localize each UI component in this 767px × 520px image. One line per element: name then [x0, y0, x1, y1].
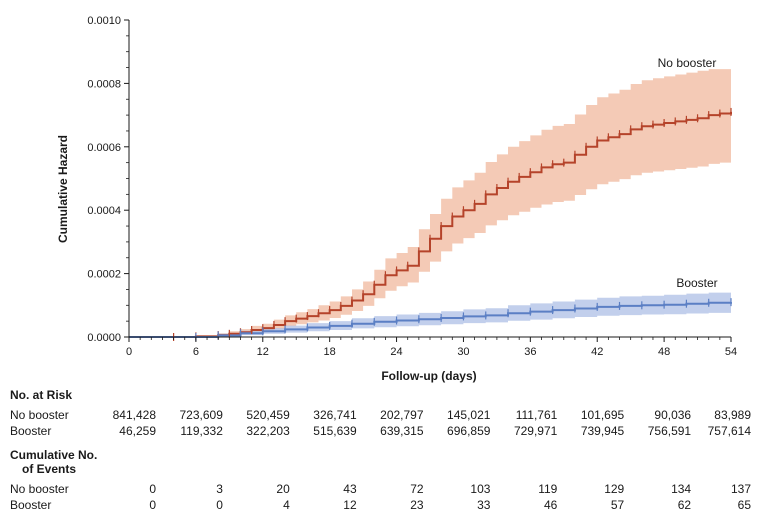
table-cell: 33	[477, 498, 491, 512]
table-cell: 111,761	[515, 408, 558, 422]
table-cell: 137	[730, 482, 751, 496]
table-cell: 83,989	[714, 408, 751, 422]
table-cell: 134	[671, 482, 692, 496]
table-cell: 43	[343, 482, 357, 496]
table-cell: 20	[276, 482, 290, 496]
x-tick-label: 30	[457, 346, 469, 358]
table-cell: 65	[737, 498, 751, 512]
table-cell: 4	[283, 498, 290, 512]
table-cell: 103	[470, 482, 491, 496]
x-tick-label: 42	[591, 346, 603, 358]
series-label-no-booster: No booster	[658, 56, 717, 70]
table-cell: 3	[216, 482, 223, 496]
chart-axes: 0 6 12 18 24 30 36 42 48 54 0.0000 0.0002 0.0004 0.00…	[87, 15, 737, 358]
events-row-label-no-booster: No booster	[10, 482, 69, 496]
series-label-booster: Booster	[676, 276, 717, 290]
x-tick-label: 24	[390, 346, 402, 358]
cumulative-hazard-chart: 0 6 12 18 24 30 36 42 48 54 0.0000 0.0002 0.0004 0.00…	[56, 15, 737, 383]
confidence-bands	[129, 69, 731, 337]
ci-band-no-booster	[129, 69, 731, 337]
events-table-title-line1: Cumulative No.	[10, 448, 98, 462]
events-table-title-line2: of Events	[22, 462, 77, 476]
x-tick-label: 48	[658, 346, 670, 358]
y-tick-label: 0.0010	[87, 15, 121, 27]
events-row-label-booster: Booster	[10, 498, 52, 512]
y-tick-label: 0.0008	[87, 78, 121, 90]
table-cell: 723,609	[179, 408, 223, 422]
table-cell: 119,332	[180, 424, 223, 438]
x-tick-label: 12	[257, 346, 269, 358]
x-tick-label: 36	[524, 346, 536, 358]
table-cell: 202,797	[380, 408, 424, 422]
table-cell: 756,591	[647, 424, 692, 438]
table-cell: 0	[149, 482, 156, 496]
table-cell: 12	[343, 498, 357, 512]
table-cell: 757,614	[707, 424, 751, 438]
table-cell: 46,259	[119, 424, 156, 438]
table-cell: 129	[604, 482, 625, 496]
table-cell: 101,695	[580, 408, 625, 422]
table-cell: 520,459	[246, 408, 290, 422]
x-tick-label: 54	[725, 346, 737, 358]
x-axis-title: Follow-up (days)	[381, 369, 476, 383]
table-cell: 729,971	[513, 424, 558, 438]
table-cell: 322,203	[246, 424, 290, 438]
x-tick-label: 0	[126, 346, 132, 358]
risk-row-label-no-booster: No booster	[10, 408, 69, 422]
table-cell: 696,859	[447, 424, 491, 438]
table-cell: 841,428	[112, 408, 156, 422]
table-cell: 23	[410, 498, 424, 512]
table-cell: 739,945	[580, 424, 625, 438]
table-cell: 0	[149, 498, 156, 512]
table-cell: 119	[538, 482, 558, 496]
table-cell: 0	[216, 498, 223, 512]
table-cell: 62	[677, 498, 692, 512]
table-cell: 515,639	[313, 424, 357, 438]
table-cell: 639,315	[380, 424, 424, 438]
y-tick-label: 0.0002	[87, 269, 121, 281]
ci-band-booster	[129, 291, 731, 337]
table-cell: 90,036	[654, 408, 692, 422]
y-tick-label: 0.0006	[87, 142, 121, 154]
x-tick-label: 6	[193, 346, 199, 358]
table-cell: 57	[610, 498, 625, 512]
table-cell: 326,741	[313, 408, 357, 422]
table-cell: 145,021	[447, 408, 491, 422]
y-tick-label: 0.0004	[87, 205, 121, 217]
risk-row-label-booster: Booster	[10, 424, 52, 438]
risk-table-title: No. at Risk	[10, 388, 73, 402]
x-tick-label: 18	[324, 346, 336, 358]
table-cell: 46	[543, 498, 558, 512]
y-axis-title: Cumulative Hazard	[56, 135, 70, 243]
y-tick-label: 0.0000	[87, 332, 121, 344]
table-cell: 72	[410, 482, 424, 496]
